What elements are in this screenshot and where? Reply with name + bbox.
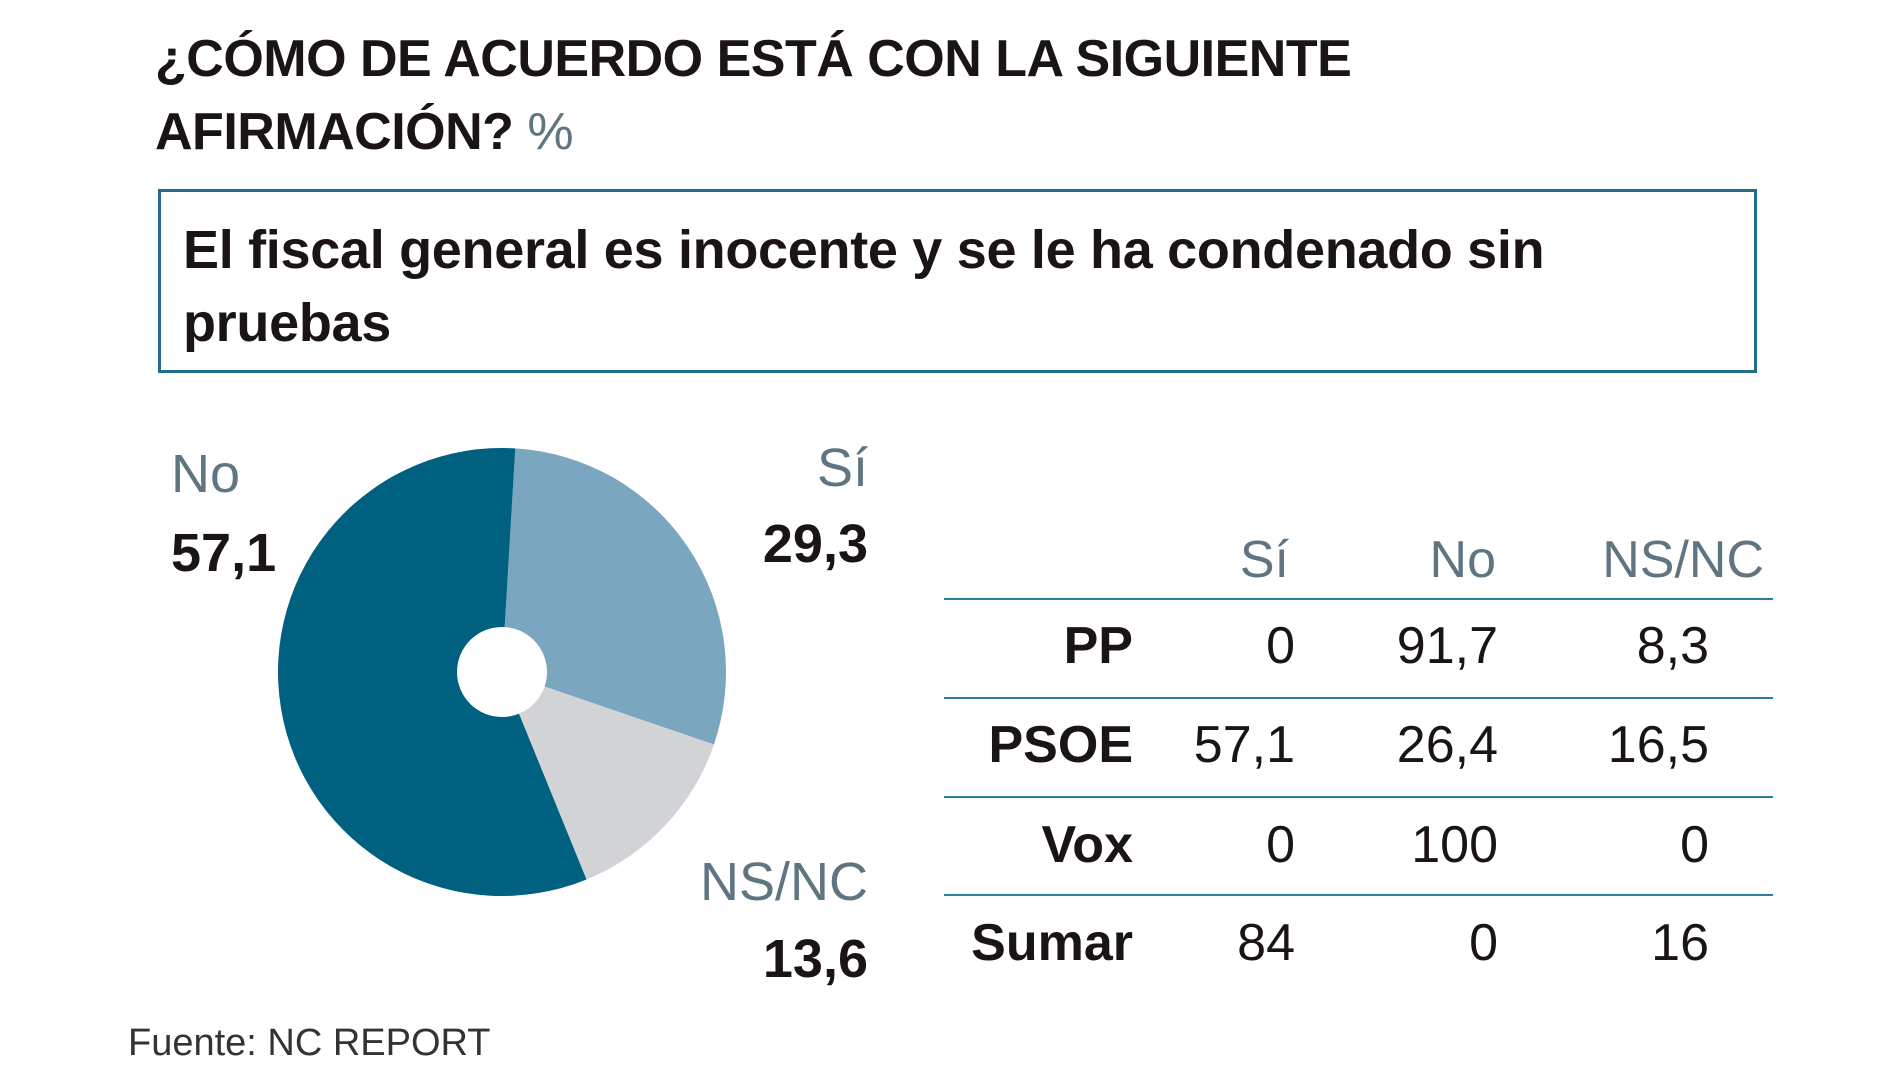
table-cell: 91,7	[1396, 617, 1498, 675]
table-cell: 16	[1651, 914, 1709, 972]
column-header-nsnc: NS/NC	[1602, 531, 1764, 589]
slice-value-no: 57,1	[171, 523, 277, 583]
pie-slice-nsnc	[502, 672, 714, 880]
slice-label-nsnc: NS/NC	[699, 852, 868, 912]
donut-hole	[457, 627, 547, 717]
pie-slice-no	[278, 448, 587, 896]
title-text: AFIRMACIÓN?	[155, 103, 514, 161]
table-cell: 0	[1266, 617, 1295, 675]
slice-value-si: 29,3	[762, 514, 868, 574]
table-cell: 0	[1680, 816, 1709, 874]
statement-text: El fiscal general es inocente y se le ha…	[183, 220, 1545, 353]
source-note: Fuente: NC REPORT	[128, 1022, 491, 1064]
row-divider	[944, 894, 1773, 896]
row-party-label: PSOE	[988, 716, 1134, 774]
statement-box: El fiscal general es inocente y se le ha…	[158, 189, 1757, 373]
row-divider	[944, 598, 1773, 600]
table-cell: 100	[1411, 816, 1498, 874]
table-cell: 26,4	[1396, 716, 1498, 774]
chart-title-line1: ¿CÓMO DE ACUERDO ESTÁ CON LA SIGUIENTE	[155, 30, 1352, 88]
slice-label-no: No	[171, 444, 241, 504]
column-header-si: Sí	[1239, 531, 1289, 589]
row-party-label: Sumar	[971, 914, 1133, 972]
slice-label-si: Sí	[816, 438, 868, 498]
column-header-no: No	[1429, 531, 1496, 589]
table-cell: 16,5	[1607, 716, 1709, 774]
slice-value-nsnc: 13,6	[762, 929, 868, 989]
table-cell: 84	[1237, 914, 1295, 972]
table-cell: 57,1	[1193, 716, 1295, 774]
table-cell: 8,3	[1636, 617, 1709, 675]
unit-label: %	[527, 103, 574, 161]
row-divider	[944, 796, 1773, 798]
table-cell: 0	[1469, 914, 1498, 972]
table-cell: 0	[1266, 816, 1295, 874]
row-divider	[944, 697, 1773, 699]
row-party-label: Vox	[1041, 816, 1133, 874]
pie-slice-s	[502, 448, 727, 745]
row-party-label: PP	[1063, 617, 1133, 675]
chart-title-line2: AFIRMACIÓN? %	[155, 103, 574, 161]
